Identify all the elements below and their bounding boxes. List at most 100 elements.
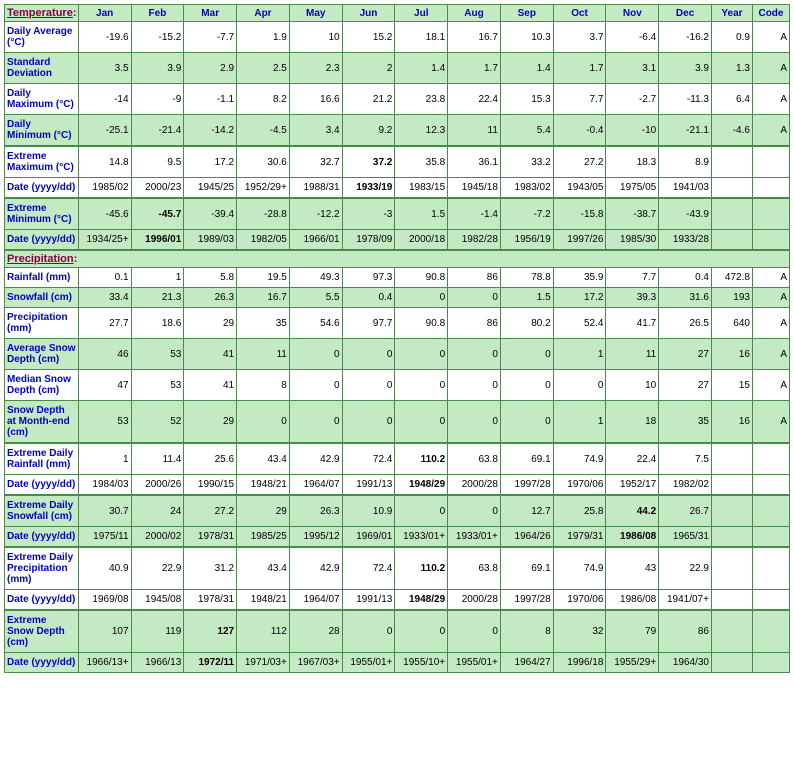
row-label-ext-min: Extreme Minimum (°C): [5, 198, 79, 230]
cell: 32: [553, 610, 606, 653]
cell: 1948/21: [237, 475, 290, 496]
cell: 31.2: [184, 547, 237, 590]
cell: 9.5: [131, 146, 184, 178]
cell: 1986/08: [606, 527, 659, 548]
cell: 1941/03: [659, 178, 712, 199]
cell: 1964/30: [659, 653, 712, 673]
cell: [711, 178, 752, 199]
cell: -21.1: [659, 115, 712, 147]
cell: 16: [711, 339, 752, 370]
cell: 1982/28: [448, 230, 501, 251]
cell: 1966/13+: [78, 653, 131, 673]
cell: [752, 495, 789, 527]
cell: 0.9: [711, 22, 752, 53]
cell: 1952/17: [606, 475, 659, 496]
cell: -3: [342, 198, 395, 230]
cell: -0.4: [553, 115, 606, 147]
cell: A: [752, 115, 789, 147]
cell: 52: [131, 401, 184, 444]
climate-table: Temperature: Jan Feb Mar Apr May Jun Jul…: [4, 4, 790, 673]
col-may: May: [289, 5, 342, 22]
row-label-median-snow-depth: Median Snow Depth (cm): [5, 370, 79, 401]
cell: 2.5: [237, 53, 290, 84]
cell: 47: [78, 370, 131, 401]
row-label-ext-daily-snow: Extreme Daily Snowfall (cm): [5, 495, 79, 527]
cell: 1933/01+: [395, 527, 448, 548]
cell: 1983/02: [500, 178, 553, 199]
cell: 1991/13: [342, 475, 395, 496]
cell: 1983/15: [395, 178, 448, 199]
table-row: Extreme Minimum (°C)-45.6-45.7-39.4-28.8…: [5, 198, 790, 230]
cell: 39.3: [606, 288, 659, 308]
cell: 43.4: [237, 547, 290, 590]
cell: 1967/03+: [289, 653, 342, 673]
table-row: Median Snow Depth (cm)475341800000010271…: [5, 370, 790, 401]
cell: 0: [448, 495, 501, 527]
cell: 110.2: [395, 547, 448, 590]
cell: 26.3: [289, 495, 342, 527]
cell: 0: [289, 339, 342, 370]
row-label-ext-daily-rain: Extreme Daily Rainfall (mm): [5, 443, 79, 475]
cell: 0.4: [342, 288, 395, 308]
cell: 1.5: [395, 198, 448, 230]
row-label-ext-daily-snow-date: Date (yyyy/dd): [5, 527, 79, 548]
table-row: Extreme Daily Snowfall (cm)30.72427.2292…: [5, 495, 790, 527]
cell: [711, 146, 752, 178]
table-row: Date (yyyy/dd)1984/032000/261990/151948/…: [5, 475, 790, 496]
cell: 8: [500, 610, 553, 653]
cell: 1997/28: [500, 475, 553, 496]
cell: 17.2: [184, 146, 237, 178]
cell: 72.4: [342, 547, 395, 590]
cell: 29: [184, 308, 237, 339]
col-aug: Aug: [448, 5, 501, 22]
cell: 10.3: [500, 22, 553, 53]
row-label-ext-daily-precip-date: Date (yyyy/dd): [5, 590, 79, 611]
table-row: Extreme Daily Precipitation (mm)40.922.9…: [5, 547, 790, 590]
cell: 1: [78, 443, 131, 475]
cell: 8.9: [659, 146, 712, 178]
table-row: Snow Depth at Month-end (cm)535229000000…: [5, 401, 790, 444]
row-label-rainfall: Rainfall (mm): [5, 268, 79, 288]
row-label-avg-snow-depth: Average Snow Depth (cm): [5, 339, 79, 370]
cell: 112: [237, 610, 290, 653]
cell: 63.8: [448, 547, 501, 590]
cell: 35: [659, 401, 712, 444]
cell: A: [752, 401, 789, 444]
cell: 53: [78, 401, 131, 444]
cell: -7.7: [184, 22, 237, 53]
cell: -4.6: [711, 115, 752, 147]
cell: 41: [184, 370, 237, 401]
col-jan: Jan: [78, 5, 131, 22]
cell: 41.7: [606, 308, 659, 339]
cell: 1978/31: [184, 590, 237, 611]
cell: 0: [395, 370, 448, 401]
cell: 1975/05: [606, 178, 659, 199]
cell: 26.5: [659, 308, 712, 339]
cell: 107: [78, 610, 131, 653]
cell: 1978/09: [342, 230, 395, 251]
cell: 86: [448, 268, 501, 288]
col-mar: Mar: [184, 5, 237, 22]
col-nov: Nov: [606, 5, 659, 22]
cell: 1.3: [711, 53, 752, 84]
cell: 2000/28: [448, 475, 501, 496]
cell: 1985/02: [78, 178, 131, 199]
cell: 1948/29: [395, 590, 448, 611]
col-jul: Jul: [395, 5, 448, 22]
cell: 41: [184, 339, 237, 370]
cell: 2.3: [289, 53, 342, 84]
cell: 1966/13: [131, 653, 184, 673]
cell: 127: [184, 610, 237, 653]
cell: 1997/26: [553, 230, 606, 251]
cell: 3.1: [606, 53, 659, 84]
cell: 10.9: [342, 495, 395, 527]
cell: 18.1: [395, 22, 448, 53]
cell: 1984/03: [78, 475, 131, 496]
cell: 1955/01+: [448, 653, 501, 673]
cell: 86: [448, 308, 501, 339]
cell: A: [752, 339, 789, 370]
cell: 3.9: [131, 53, 184, 84]
row-label-daily-max: Daily Maximum (°C): [5, 84, 79, 115]
cell: 22.9: [131, 547, 184, 590]
cell: 1.9: [237, 22, 290, 53]
